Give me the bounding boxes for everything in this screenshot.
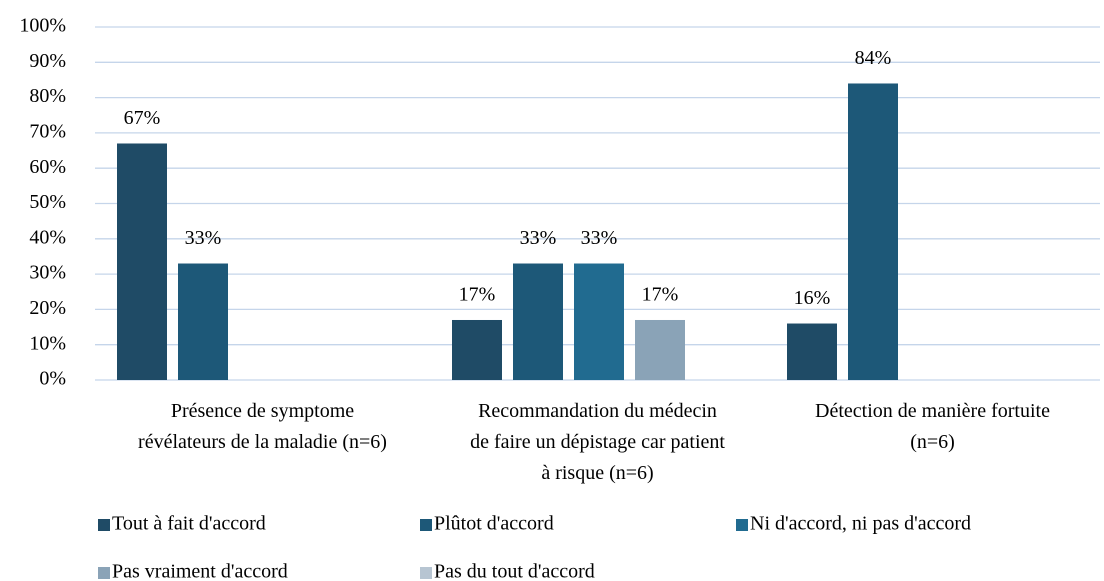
bar bbox=[117, 143, 167, 380]
value-label: 16% bbox=[794, 287, 831, 309]
bar bbox=[787, 323, 837, 380]
x-tick-label: Présence de symptome révélateurs de la ma… bbox=[138, 400, 387, 453]
x-tick-label: Détection de manière fortuite (n=6) bbox=[815, 400, 1050, 453]
bar bbox=[848, 83, 898, 380]
value-label: 17% bbox=[459, 284, 496, 306]
legend-label: Tout à fait d'accord bbox=[112, 513, 266, 535]
y-tick-label: 70% bbox=[29, 120, 66, 142]
legend-swatch bbox=[98, 567, 110, 579]
y-tick-label: 0% bbox=[39, 368, 66, 390]
legend-label: Pas du tout d'accord bbox=[434, 561, 595, 581]
y-tick-label: 90% bbox=[29, 50, 66, 72]
value-label: 17% bbox=[642, 284, 679, 306]
y-tick-label: 40% bbox=[29, 226, 66, 248]
legend-label: Plûtot d'accord bbox=[434, 513, 554, 535]
bar bbox=[452, 319, 502, 380]
value-label: 84% bbox=[855, 47, 892, 69]
value-label: 33% bbox=[520, 227, 557, 249]
value-label: 33% bbox=[185, 227, 222, 249]
y-tick-label: 100% bbox=[19, 15, 66, 37]
bar bbox=[513, 263, 563, 380]
y-tick-label: 60% bbox=[29, 156, 66, 178]
legend-swatch bbox=[420, 519, 432, 531]
legend-label: Ni d'accord, ni pas d'accord bbox=[750, 513, 971, 535]
bar bbox=[635, 319, 685, 380]
y-tick-label: 20% bbox=[29, 297, 66, 319]
x-tick-label: Recommandation du médecin de faire un dép… bbox=[470, 400, 725, 484]
y-tick-label: 50% bbox=[29, 191, 66, 213]
legend-swatch bbox=[98, 519, 110, 531]
bar bbox=[574, 263, 624, 380]
y-tick-label: 30% bbox=[29, 262, 66, 284]
value-label: 33% bbox=[581, 227, 618, 249]
y-tick-label: 10% bbox=[29, 332, 66, 354]
value-label: 67% bbox=[124, 107, 161, 129]
legend-label: Pas vraiment d'accord bbox=[112, 561, 288, 581]
y-tick-label: 80% bbox=[29, 85, 66, 107]
bar bbox=[178, 263, 228, 380]
legend-swatch bbox=[420, 567, 432, 579]
legend-swatch bbox=[736, 519, 748, 531]
